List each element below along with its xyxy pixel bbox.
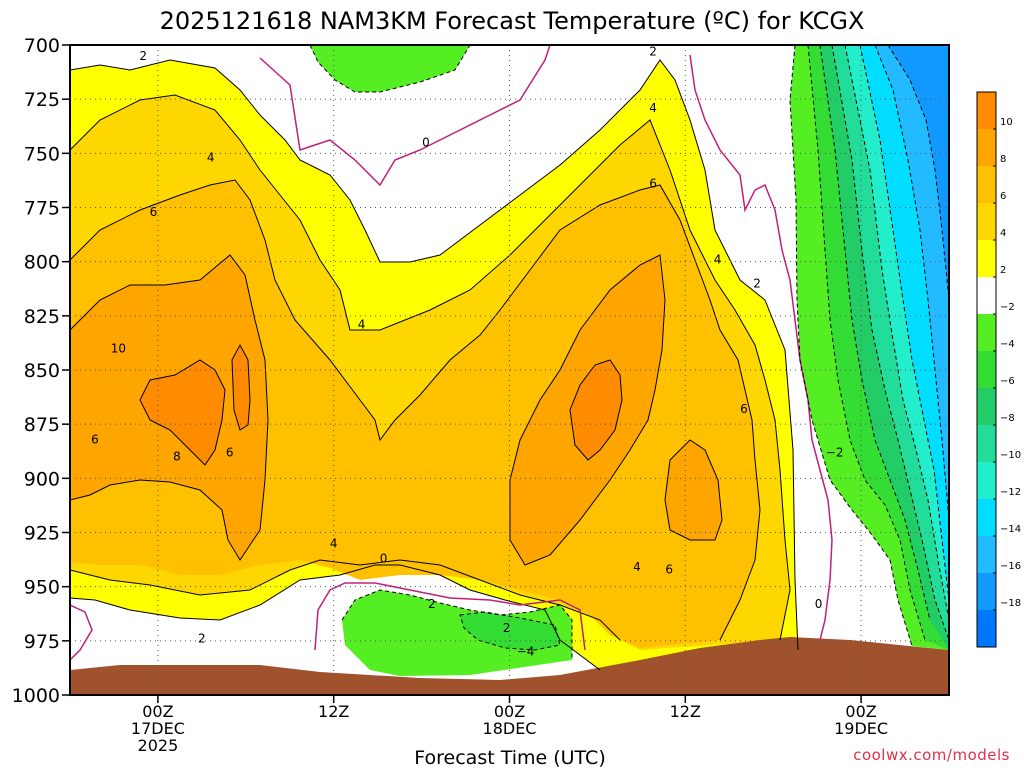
colorbar-border [976,91,997,648]
colorbar-swatch [977,573,996,611]
colorbar-swatch [977,388,996,426]
contour-label: −2 [826,445,844,459]
chart-title: 2025121618 NAM3KM Forecast Temperature (… [160,7,865,35]
contour-label: 4 [358,318,366,332]
field-warm-8 [70,255,722,565]
colorbar-swatch [977,203,996,241]
colorbar-swatch [977,610,996,648]
x-tick-label: 12Z [318,702,349,721]
colorbar-swatch [977,314,996,352]
y-tick-label: 700 [24,35,60,57]
colorbar-label: −16 [1000,561,1021,572]
contour-label: 10 [111,341,126,355]
contour-label: 6 [740,402,748,416]
contour-label: 4 [207,151,215,165]
colorbar-label: −18 [1000,598,1021,609]
colorbar-label: 2 [1000,265,1006,276]
colorbar-label: −10 [1000,450,1021,461]
colorbar-label: 8 [1000,154,1006,165]
y-tick-label: 725 [24,89,60,111]
x-tick-label: 19DEC [834,719,888,738]
contour-label: 0 [380,552,388,566]
colorbar: 10 8 6 4 2 −2 −4 −6 −8 −10 −12 −14 −16 −18 [976,91,1021,648]
x-tick-label: 12Z [670,702,701,721]
colorbar-label: 6 [1000,191,1006,202]
field-cold-patch-top [310,45,470,92]
y-tick-label: 950 [24,577,60,599]
contour-label: 6 [226,445,234,459]
y-tick-label: 900 [24,468,60,490]
x-tick-label: 18DEC [483,719,537,738]
contour-label: 2 [649,45,657,59]
contour-label: 2 [753,276,761,290]
y-tick-label: 750 [24,143,60,165]
colorbar-swatch [977,499,996,537]
y-tick-label: 775 [24,198,60,220]
contour-label: 0 [422,136,430,150]
freezing-line [70,45,833,661]
contour-label: 6 [649,177,657,191]
field-cold-pocket-minus2 [342,590,572,676]
contour-label: 4 [714,253,722,267]
y-tick-label: 825 [24,306,60,328]
contour-label: 4 [633,560,641,574]
colorbar-label: −12 [1000,487,1021,498]
y-tick-label: 925 [24,523,60,545]
contour-label: 2 [139,49,147,63]
colorbar-label: −4 [1000,339,1015,350]
x-axis-label: Forecast Time (UTC) [414,747,605,768]
colorbar-label: −6 [1000,376,1015,387]
colorbar-label: 4 [1000,228,1006,239]
colorbar-swatch [977,166,996,204]
y-tick-label: 1000 [12,685,60,707]
terrain-ground [70,637,949,695]
colorbar-label: −2 [1000,302,1015,313]
y-tick-label: 850 [24,360,60,382]
colorbar-label: −8 [1000,413,1015,424]
x-tick-label: 00Z [494,702,525,721]
contour-label: 8 [173,450,181,464]
x-tick-label: 2025 [138,736,179,755]
colorbar-swatch [977,277,996,315]
colorbar-label: 10 [1000,117,1013,128]
x-tick-label: 00Z [142,702,173,721]
contour-label: 6 [91,432,99,446]
contour-label: 4 [649,101,657,115]
colorbar-swatch [977,240,996,278]
contour-label: 6 [665,562,673,576]
y-tick-label: 975 [24,631,60,653]
colorbar-label: −14 [1000,524,1021,535]
credit-text: coolwx.com/models [853,746,1010,764]
contour-label: −4 [517,645,535,659]
grid-lines [70,45,949,695]
field-warm-10 [140,345,622,465]
contour-label: 4 [330,536,338,550]
colorbar-swatch [977,129,996,167]
x-tick-label: 17DEC [131,719,185,738]
contour-labels: 2 4 6 10 6 8 6 2 4 0 4 0 2 2 −4 2 4 6 4 2 6 4 6 −2 0 [91,45,843,659]
field-cold-minus14 [875,45,949,520]
colorbar-swatch [977,536,996,574]
contour-label: 6 [150,205,158,219]
x-tick-label: 00Z [845,702,876,721]
y-axis: 700 725 750 775 800 825 850 875 900 925 950 975 1000 [12,35,70,707]
contour-label: 0 [815,597,823,611]
field-cold-minus16 [888,45,949,300]
colorbar-swatch [977,92,996,130]
colorbar-swatch [977,351,996,389]
contour-label: 2 [428,597,436,611]
colorbar-swatch [977,462,996,500]
negative-contours [309,45,949,660]
plot-area: 2 4 6 10 6 8 6 2 4 0 4 0 2 2 −4 2 4 6 4 2 6 4 6 −2 0 [70,45,949,695]
contour-label: 2 [503,621,511,635]
contour-label: 2 [198,632,206,646]
y-tick-label: 800 [24,252,60,274]
colorbar-swatch [977,425,996,463]
y-tick-label: 875 [24,414,60,436]
